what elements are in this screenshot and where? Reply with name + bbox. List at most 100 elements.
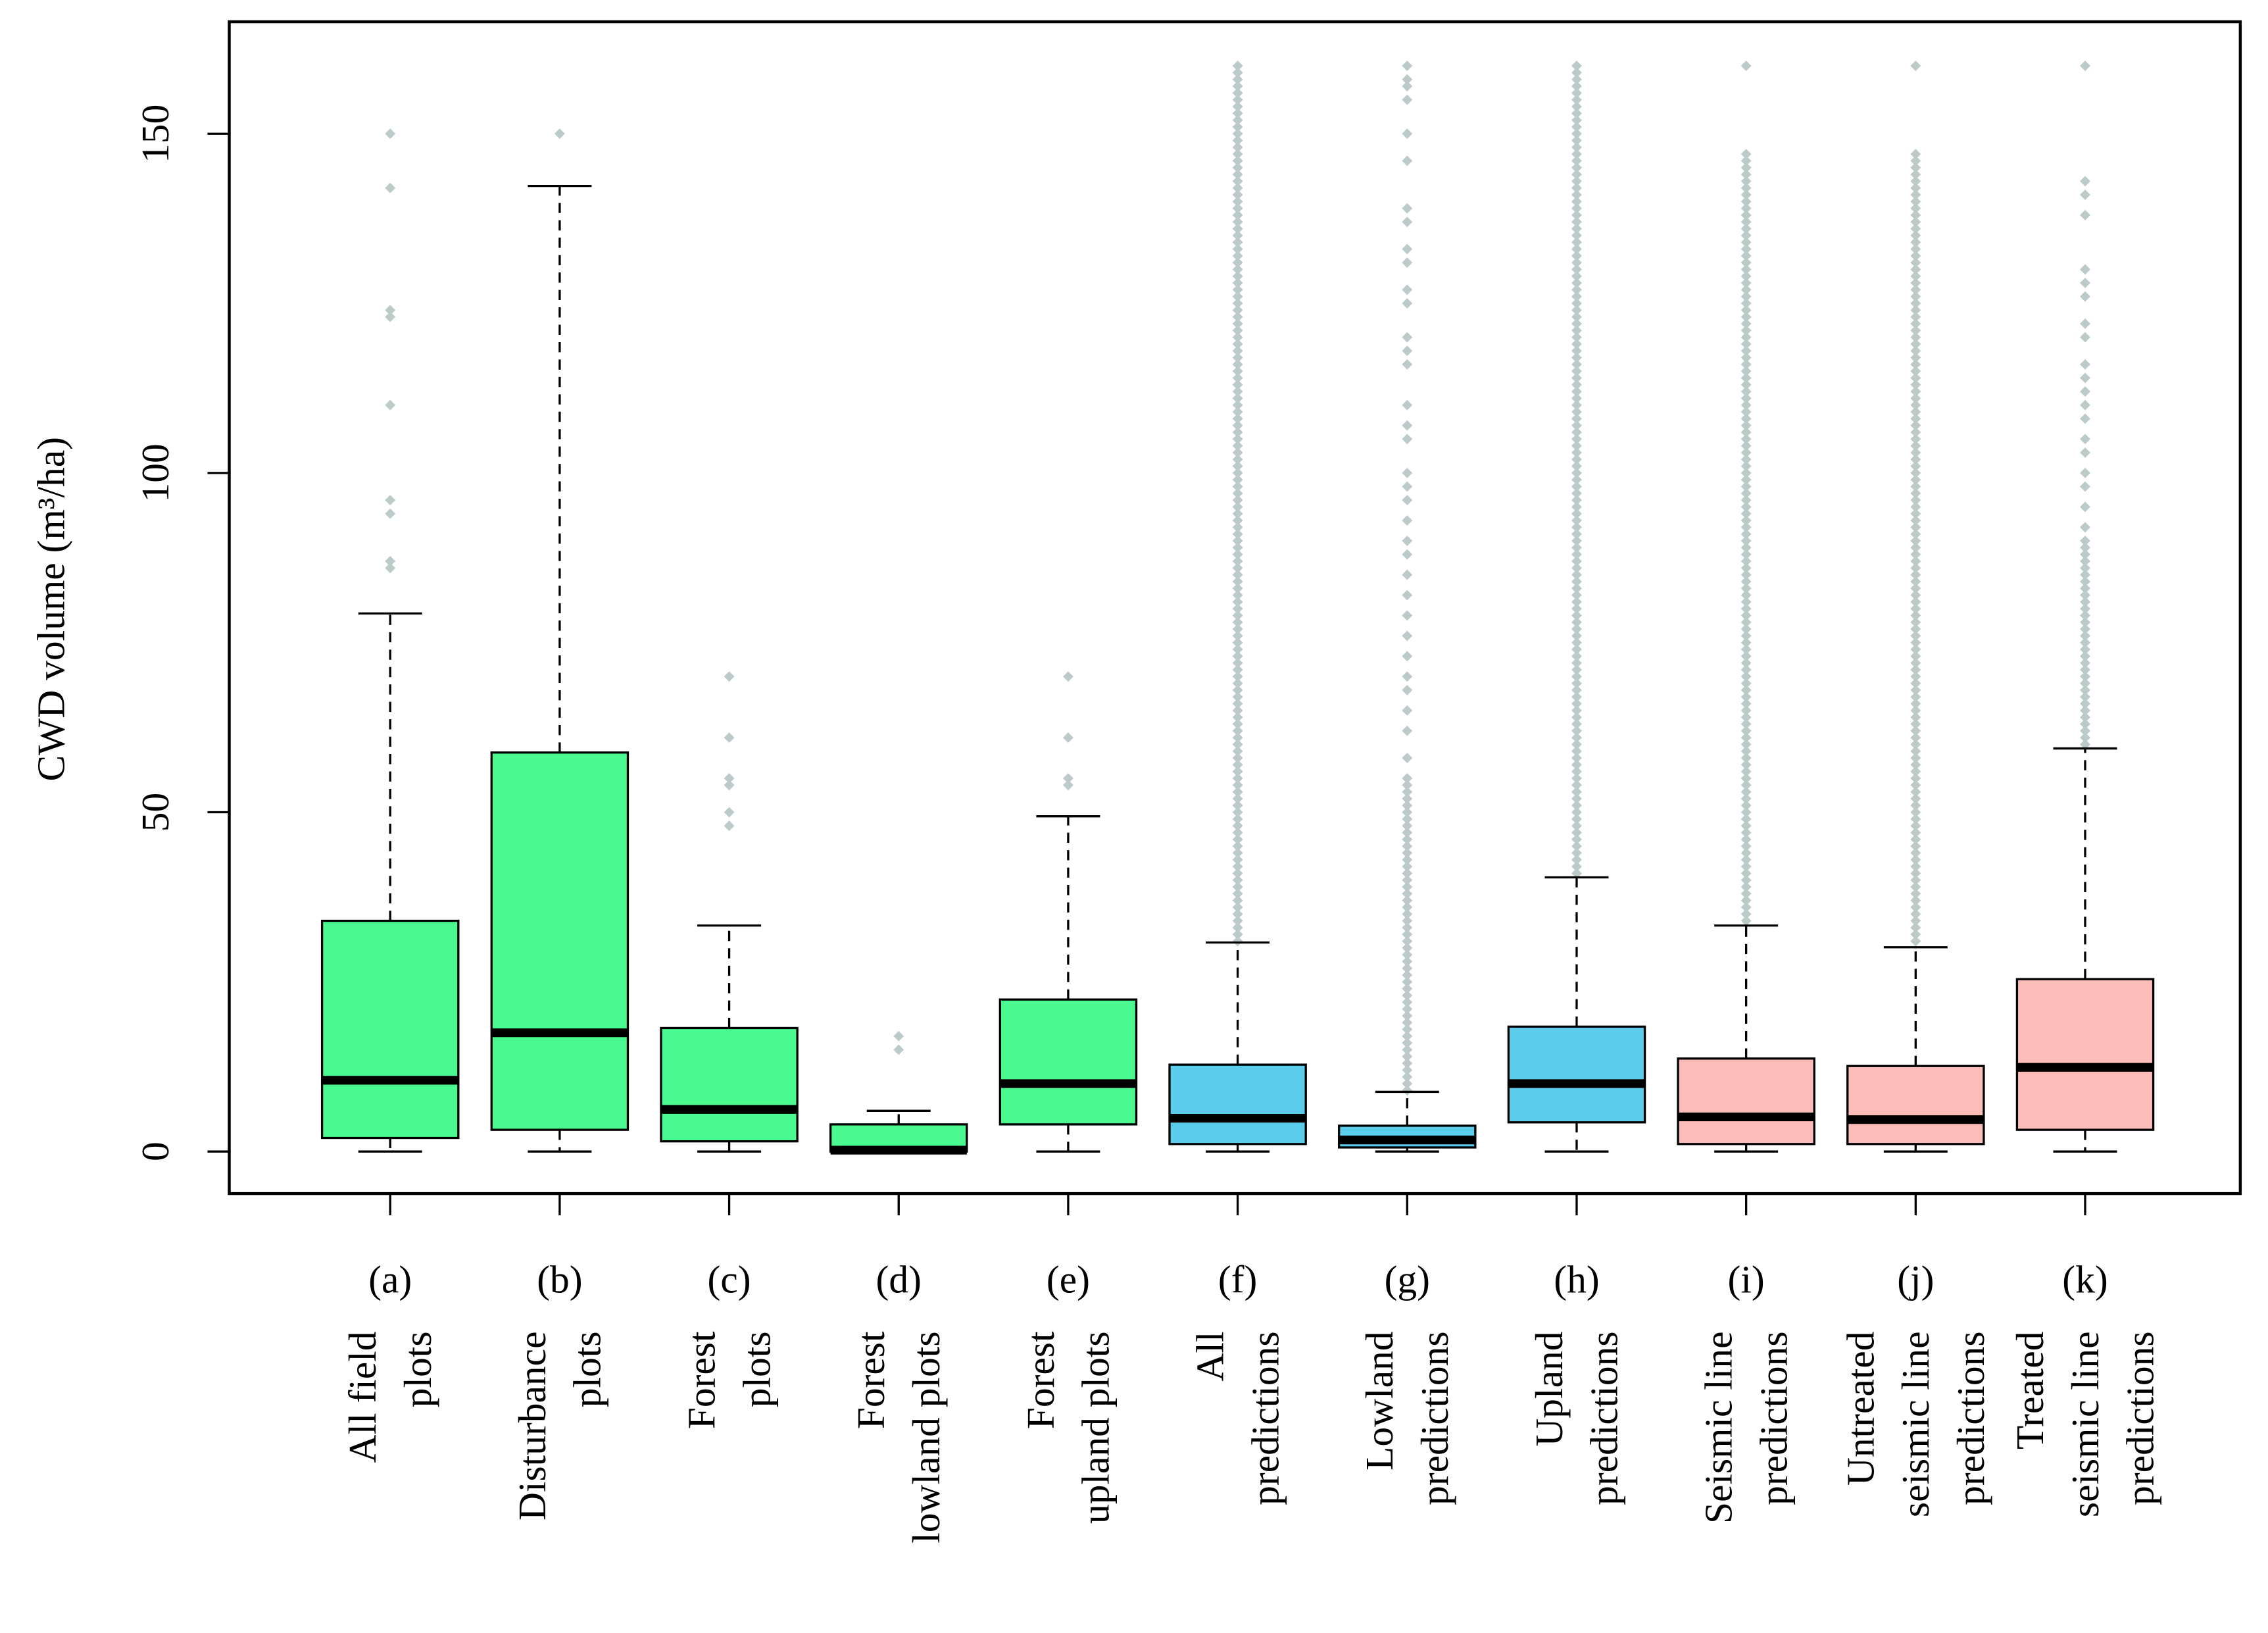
outlier <box>2080 576 2090 587</box>
outlier <box>1571 461 1582 472</box>
outlier <box>1910 847 1921 859</box>
outlier <box>1232 542 1243 553</box>
x-tick-label: (d) <box>876 1257 922 1301</box>
outlier <box>1910 766 1921 777</box>
outlier <box>1740 278 1752 289</box>
outlier <box>1740 590 1752 601</box>
y-tick-label: 0 <box>134 1142 177 1161</box>
outlier <box>1740 508 1752 519</box>
outlier <box>1232 861 1243 872</box>
category-label: Untreated <box>1838 1331 1882 1486</box>
outlier <box>1740 678 1752 689</box>
outlier <box>1910 596 1921 607</box>
outlier <box>1571 223 1582 234</box>
x-tick-label: (c) <box>708 1257 751 1301</box>
outlier <box>2080 603 2090 615</box>
outlier <box>1910 298 1921 309</box>
outlier <box>1402 569 1413 580</box>
outlier <box>1402 834 1413 845</box>
outlier <box>1232 278 1243 289</box>
outlier <box>1402 345 1413 357</box>
outlier <box>1740 895 1752 906</box>
outlier <box>1910 223 1921 234</box>
outlier <box>1740 603 1752 615</box>
outlier <box>1910 820 1921 832</box>
outlier <box>1910 705 1921 716</box>
outlier <box>1740 745 1752 757</box>
outlier <box>1402 1024 1413 1035</box>
outlier <box>1232 461 1243 472</box>
outlier <box>1571 868 1582 879</box>
outlier <box>1402 990 1413 1001</box>
outlier <box>1402 868 1413 879</box>
outlier <box>1571 624 1582 635</box>
outlier <box>1571 603 1582 615</box>
outlier <box>1571 820 1582 832</box>
outlier <box>1232 413 1243 424</box>
outlier <box>1402 610 1413 621</box>
category-label: upland plots <box>1074 1332 1118 1524</box>
outlier <box>1232 447 1243 458</box>
outlier <box>1571 298 1582 309</box>
outlier <box>1571 121 1582 132</box>
outlier <box>1910 332 1921 343</box>
outlier <box>1571 128 1582 139</box>
outlier <box>1910 854 1921 865</box>
outlier <box>2080 536 2090 546</box>
outlier <box>1740 447 1752 458</box>
outlier <box>1571 528 1582 540</box>
outlier <box>1571 311 1582 322</box>
outlier <box>2080 264 2090 275</box>
outlier <box>2080 447 2090 458</box>
outlier <box>1402 793 1413 804</box>
outlier <box>1740 705 1752 716</box>
outlier <box>1402 549 1413 560</box>
outlier <box>724 671 735 682</box>
outlier <box>1232 590 1243 601</box>
box <box>320 919 460 1140</box>
outlier <box>1402 725 1413 736</box>
outlier <box>1910 162 1921 173</box>
outlier <box>1402 983 1413 994</box>
outlier <box>1232 427 1243 438</box>
outlier <box>1402 1030 1413 1042</box>
outlier <box>1232 114 1243 126</box>
outlier <box>1232 671 1243 682</box>
outlier <box>1571 210 1582 220</box>
outlier <box>1402 847 1413 859</box>
outlier <box>1402 467 1413 478</box>
outlier <box>1740 732 1752 743</box>
outlier <box>1232 705 1243 716</box>
outlier <box>1740 841 1752 852</box>
outlier <box>1571 447 1582 458</box>
outlier <box>1740 651 1752 662</box>
outlier <box>1232 820 1243 832</box>
outlier <box>1910 888 1921 899</box>
outlier <box>1232 515 1243 526</box>
outlier <box>1232 501 1243 513</box>
outlier <box>1910 684 1921 695</box>
outlier <box>1910 651 1921 662</box>
outlier <box>2080 644 2090 655</box>
outlier <box>2080 359 2090 370</box>
outlier <box>1740 413 1752 424</box>
outlier <box>385 556 396 566</box>
outlier <box>1910 515 1921 526</box>
outlier <box>1402 895 1413 906</box>
outlier <box>1402 94 1413 105</box>
outlier <box>2080 657 2090 668</box>
outlier <box>1910 807 1921 818</box>
outlier <box>1740 739 1752 750</box>
outlier <box>1910 616 1921 628</box>
outlier <box>1232 786 1243 797</box>
outlier <box>1910 590 1921 601</box>
outlier <box>1232 169 1243 180</box>
outlier <box>1232 712 1243 723</box>
outlier <box>2080 691 2090 703</box>
outlier <box>1571 325 1582 336</box>
outlier <box>1571 610 1582 621</box>
outlier <box>1402 74 1413 85</box>
outlier <box>1910 861 1921 872</box>
outlier <box>1232 325 1243 336</box>
outlier <box>385 182 396 193</box>
